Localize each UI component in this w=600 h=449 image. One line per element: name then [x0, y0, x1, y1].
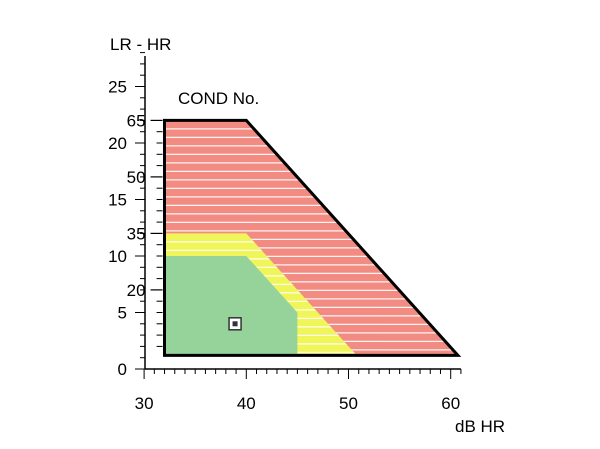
region-outline	[163, 118, 462, 357]
y-tick-label: 15	[108, 191, 127, 210]
y-axis-title: LR - HR	[110, 35, 171, 54]
zone-green	[164, 256, 298, 356]
cond-tick-label: 35	[127, 224, 146, 243]
x-axis-title: dB HR	[455, 417, 505, 436]
cond-tick-label: 50	[127, 168, 146, 187]
x-tick-label: 40	[237, 394, 256, 413]
y-tick-label: 25	[108, 78, 127, 97]
cond-tick-label: 20	[127, 281, 146, 300]
x-tick-label: 30	[135, 394, 154, 413]
axes-layer: 0 5 10 15 20 25 30 40 50 60 65 50 35 20	[108, 52, 462, 413]
data-point-center	[232, 321, 238, 327]
marks-layer	[228, 317, 242, 331]
x-tick-label: 60	[441, 394, 460, 413]
y-tick-label: 0	[118, 360, 127, 379]
zones-layer	[163, 118, 462, 357]
y-tick-label: 5	[118, 304, 127, 323]
cond-axis-title: COND No.	[178, 89, 259, 108]
cond-tick-label: 65	[127, 111, 146, 130]
y-tick-label: 10	[108, 247, 127, 266]
x-tick-label: 50	[339, 394, 358, 413]
y-tick-label: 20	[108, 134, 127, 153]
